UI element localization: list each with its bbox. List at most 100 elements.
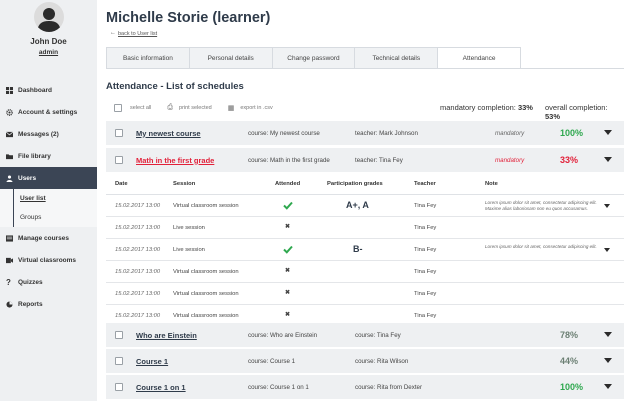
course-row-expanded[interactable]: Math in the first grade course: Math in … [106, 148, 624, 172]
teacher-label: teacher: Tina Fey [355, 156, 403, 164]
course-row[interactable]: Course 1 course: Course 1 course: Rita W… [106, 349, 624, 373]
tab-attendance[interactable]: Attendance [437, 47, 521, 68]
expand-caret-icon[interactable] [604, 358, 612, 363]
schedule-row[interactable]: 15.02.2017 13:00 Live session B- Tina Fey Lo… [106, 239, 624, 261]
course-name-link[interactable]: Math in the first grade [136, 155, 215, 165]
main-content: Michelle Storie (learner) back to User l… [106, 0, 624, 401]
tab-change-password[interactable]: Change password [271, 47, 356, 68]
completion-percent: 100% [560, 128, 584, 138]
tab-technical-details[interactable]: Technical details [354, 47, 439, 68]
course-name-link[interactable]: Course 1 [136, 356, 169, 366]
mandatory-completion-label: mandatory completion: [440, 103, 516, 112]
not-attended-x-icon: ✖ [285, 224, 290, 230]
course-row[interactable]: My newest course course: My newest cours… [106, 121, 624, 145]
schedule-row[interactable]: 15.02.2017 13:00 Virtual classroom sessio… [106, 261, 624, 283]
sidebar-item-label: Virtual classrooms [18, 256, 77, 264]
schedule-header: Date Session Attended Participation grad… [106, 172, 624, 195]
note-expand-caret-icon[interactable] [604, 204, 610, 208]
sidebar-item-virtual-classrooms[interactable]: Virtual classrooms [0, 249, 97, 271]
course-checkbox[interactable] [115, 156, 123, 164]
user-profile: John Doe admin [0, 0, 97, 72]
session-name: Virtual classroom session [173, 291, 239, 297]
gear-icon [6, 108, 13, 116]
print-selected-button[interactable]: ⎙ print selected [167, 104, 211, 112]
course-name-link[interactable]: Who are Einstein [136, 330, 197, 340]
sidebar-item-label: Reports [18, 300, 43, 308]
sidebar: John Doe admin Dashboard Account & setti… [0, 0, 97, 401]
session-date: 15.02.2017 13:00 [115, 313, 161, 319]
sidebar-subitem-groups[interactable]: Groups [0, 208, 97, 227]
tab-bar: Basic information Personal details Chang… [106, 47, 521, 68]
session-teacher: Tina Fey [414, 225, 437, 231]
print-selected-label: print selected [179, 105, 212, 111]
not-attended-x-icon: ✖ [285, 268, 290, 274]
avatar[interactable] [33, 2, 64, 32]
sidebar-item-file-library[interactable]: File library [0, 145, 97, 167]
course-checkbox[interactable] [115, 383, 123, 391]
course-name-link[interactable]: Course 1 on 1 [136, 382, 186, 392]
session-name: Virtual classroom session [173, 203, 239, 209]
users-submenu: User list Groups [0, 189, 97, 227]
mandatory-completion-value: 33% [517, 103, 533, 112]
back-to-user-list-link[interactable]: back to User list [110, 30, 157, 37]
course-name-link[interactable]: My newest course [136, 128, 201, 138]
course-row[interactable]: Course 1 on 1 course: Course 1 on 1 cour… [106, 375, 624, 399]
col-note: Note [485, 181, 498, 187]
mandatory-label: mandatory [495, 129, 525, 137]
session-name: Live session [173, 225, 205, 231]
sidebar-item-messages[interactable]: Messages (2) [0, 123, 97, 145]
note-expand-caret-icon[interactable] [604, 248, 610, 252]
session-name: Live session [173, 247, 205, 253]
users-icon [6, 174, 13, 182]
schedule-row[interactable]: 15.02.2017 13:00 Live session ✖ Tina Fey [106, 217, 624, 239]
tab-personal-details[interactable]: Personal details [188, 47, 273, 68]
user-name: John Doe [30, 37, 67, 46]
sidebar-item-users[interactable]: Users [0, 167, 97, 189]
expand-caret-icon[interactable] [604, 384, 612, 389]
session-date: 15.02.2017 13:00 [115, 269, 161, 275]
session-date: 15.02.2017 13:00 [115, 203, 161, 209]
session-teacher: Tina Fey [414, 247, 437, 253]
user-silhouette-icon [36, 8, 61, 32]
folder-icon [6, 153, 13, 159]
sidebar-item-label: Messages (2) [18, 130, 59, 138]
course-checkbox[interactable] [115, 357, 123, 365]
expand-caret-icon[interactable] [604, 332, 612, 337]
expand-caret-icon[interactable] [604, 130, 612, 135]
submenu-indicator [13, 189, 14, 227]
col-date: Date [115, 181, 128, 187]
participation-grade: A+, A [346, 200, 369, 210]
participation-grade: B- [353, 244, 363, 254]
attended-check-icon [283, 245, 293, 254]
sidebar-item-reports[interactable]: Reports [0, 293, 97, 315]
sidebar-item-quizzes[interactable]: ? Quizzes [0, 271, 97, 293]
session-teacher: Tina Fey [414, 269, 437, 275]
schedule-row[interactable]: 15.02.2017 13:00 Virtual classroom sessio… [106, 195, 624, 217]
export-csv-button[interactable]: ▦ export in .csv [228, 104, 273, 112]
session-date: 15.02.2017 13:00 [115, 225, 161, 231]
not-attended-x-icon: ✖ [285, 290, 290, 296]
col-participation-grades: Participation grades [327, 181, 383, 187]
sidebar-item-account-settings[interactable]: Account & settings [0, 101, 97, 123]
course-row[interactable]: Who are Einstein course: Who are Einstei… [106, 323, 624, 347]
completion-percent: 44% [560, 356, 579, 366]
sidebar-item-label: Account & settings [18, 108, 78, 116]
tab-basic-information[interactable]: Basic information [106, 47, 190, 68]
collapse-caret-icon[interactable] [604, 157, 612, 162]
select-all-button[interactable]: select all [114, 104, 151, 112]
course-checkbox[interactable] [115, 129, 123, 137]
schedule-row[interactable]: 15.02.2017 13:00 Virtual classroom sessio… [106, 283, 624, 305]
sidebar-item-manage-courses[interactable]: Manage courses [0, 227, 97, 249]
course-checkbox[interactable] [115, 331, 123, 339]
sidebar-item-dashboard[interactable]: Dashboard [0, 79, 97, 101]
sidebar-item-label: Users [18, 174, 37, 182]
session-name: Virtual classroom session [173, 313, 239, 319]
question-icon: ? [6, 277, 11, 287]
sidebar-subitem-user-list[interactable]: User list [0, 189, 97, 208]
reports-icon [6, 300, 13, 308]
select-all-checkbox[interactable] [114, 104, 122, 112]
course-label: course: My newest course [248, 129, 320, 137]
user-role-link[interactable]: admin [38, 49, 59, 56]
col-teacher: Teacher [414, 181, 436, 187]
course-label: course: Who are Einstein [248, 331, 318, 339]
